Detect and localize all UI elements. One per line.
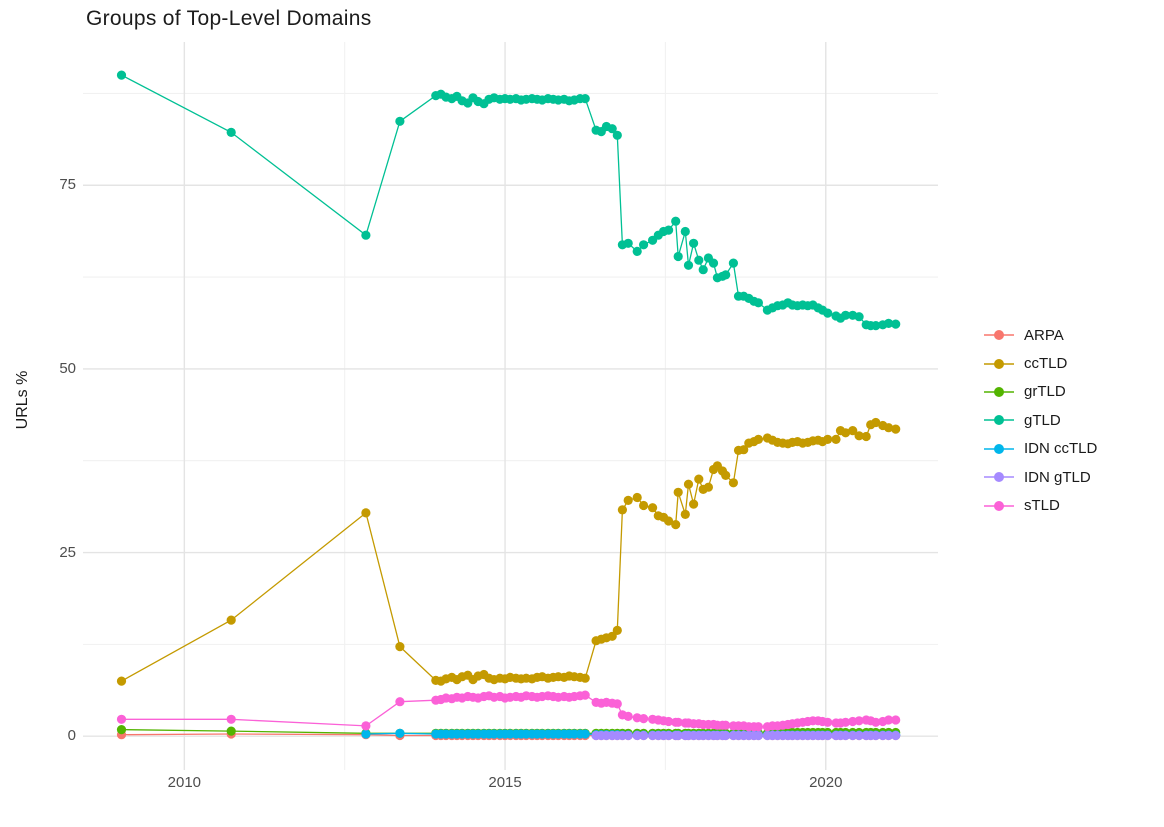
legend-marker-icon: [984, 500, 1014, 511]
legend-marker-icon: [984, 443, 1014, 454]
y-tick-label: 0: [67, 727, 76, 745]
legend: ARPA ccTLD grTLD gTLD IDN ccTLD IDN gTLD sTLD: [984, 321, 1097, 520]
legend-marker-icon: [984, 415, 1014, 426]
legend-item-idn-cctld: IDN ccTLD: [984, 435, 1097, 463]
x-tick-label: 2010: [167, 774, 202, 791]
legend-item-label: ccTLD: [1024, 355, 1068, 373]
series-gtld: [116, 70, 901, 331]
legend-item-stld: sTLD: [984, 491, 1097, 519]
series-idn-gtld: [591, 730, 901, 741]
series-stld: [116, 690, 901, 732]
y-tick-label: 50: [59, 359, 76, 377]
legend-item-grtld: grTLD: [984, 378, 1097, 406]
legend-item-label: IDN gTLD: [1024, 468, 1091, 486]
gridlines-minor: [83, 42, 938, 770]
legend-item-idn-gtld: IDN gTLD: [984, 463, 1097, 491]
legend-marker-icon: [984, 358, 1014, 369]
legend-item-gtld: gTLD: [984, 406, 1097, 434]
legend-item-arpa: ARPA: [984, 321, 1097, 349]
legend-item-label: ARPA: [1024, 326, 1064, 344]
legend-item-label: IDN ccTLD: [1024, 440, 1098, 458]
chart-title: Groups of Top-Level Domains: [86, 7, 372, 30]
y-tick-label: 75: [59, 176, 76, 194]
y-tick-label: 25: [59, 543, 76, 561]
legend-item-label: gTLD: [1024, 411, 1061, 429]
legend-item-cctld: ccTLD: [984, 349, 1097, 377]
x-tick-label: 2020: [809, 774, 843, 791]
legend-item-label: sTLD: [1024, 497, 1060, 515]
legend-marker-icon: [984, 386, 1014, 397]
legend-item-label: grTLD: [1024, 383, 1066, 401]
legend-marker-icon: [984, 330, 1014, 341]
series-cctld: [116, 417, 901, 686]
x-tick-label: 2015: [488, 774, 522, 791]
y-axis-title: URLs %: [14, 370, 31, 430]
gridlines-major: [83, 42, 938, 770]
legend-marker-icon: [984, 472, 1014, 483]
